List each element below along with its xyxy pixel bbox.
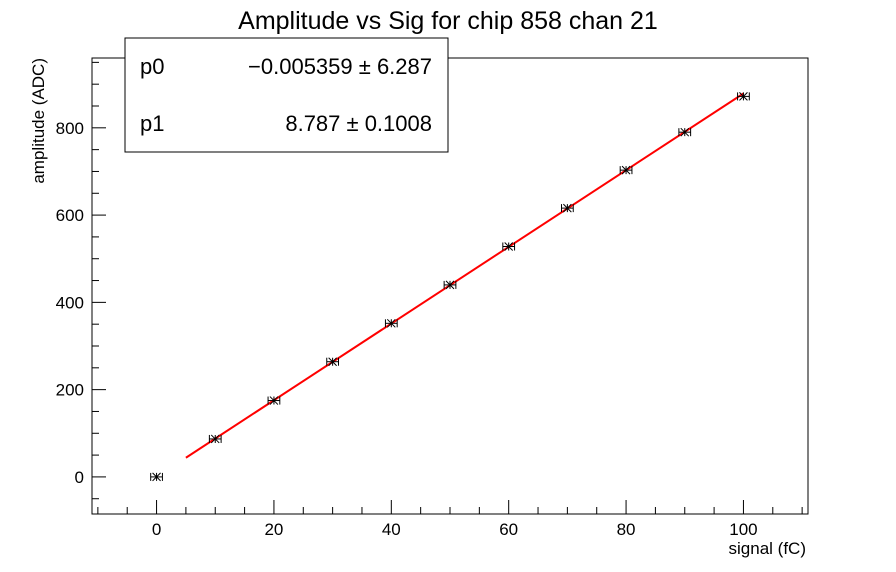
x-tick-label: 60 — [499, 520, 518, 539]
y-tick-label: 400 — [56, 293, 84, 312]
x-axis-tick-labels: 0 20 40 60 80 100 — [152, 520, 758, 539]
star-marker — [328, 357, 337, 367]
y-tick-label: 800 — [56, 119, 84, 138]
fit-layer — [185, 92, 744, 459]
x-axis-ticks — [97, 500, 803, 514]
data-points — [150, 92, 750, 482]
star-marker — [269, 396, 279, 405]
data-point — [384, 318, 398, 328]
x-tick-label: 0 — [152, 520, 161, 539]
data-point — [150, 472, 163, 482]
star-marker — [621, 165, 631, 175]
fit-line — [185, 92, 744, 459]
star-marker — [445, 280, 455, 290]
fit-stats-frame — [124, 37, 449, 153]
data-point — [443, 280, 457, 290]
y-axis-tick-labels: 0 200 400 600 800 — [56, 119, 84, 487]
x-tick-label: 100 — [729, 520, 757, 539]
y-tick-label: 0 — [75, 468, 84, 487]
y-axis-label: amplitude (ADC) — [29, 58, 48, 184]
x-tick-label: 40 — [382, 520, 401, 539]
stat-p1-name: p1 — [140, 111, 164, 136]
y-tick-label: 200 — [56, 381, 84, 400]
star-marker — [386, 318, 396, 328]
data-point — [267, 396, 281, 405]
x-axis-label: signal (fC) — [729, 539, 806, 558]
data-point — [561, 203, 574, 213]
star-marker — [563, 203, 572, 213]
star-marker — [739, 92, 748, 101]
data-point — [502, 242, 516, 251]
data-point — [678, 127, 692, 137]
star-marker — [680, 127, 690, 137]
star-marker — [504, 242, 514, 251]
data-point — [619, 165, 633, 175]
x-tick-label: 20 — [264, 520, 283, 539]
y-axis-ticks — [92, 61, 106, 500]
stat-p0-value: −0.005359 ± 6.287 — [248, 54, 432, 79]
stat-p1-value: 8.787 ± 0.1008 — [285, 111, 432, 136]
x-tick-label: 80 — [617, 520, 636, 539]
y-tick-label: 600 — [56, 206, 84, 225]
fit-stats-box: p0 −0.005359 ± 6.287 p1 8.787 ± 0.1008 — [124, 37, 449, 153]
star-marker — [152, 472, 161, 482]
chart-title: Amplitude vs Sig for chip 858 chan 21 — [238, 7, 658, 35]
data-point — [737, 92, 750, 101]
data-point — [208, 434, 222, 444]
stat-p0-name: p0 — [140, 54, 164, 79]
data-point — [326, 357, 339, 367]
star-marker — [210, 434, 220, 444]
